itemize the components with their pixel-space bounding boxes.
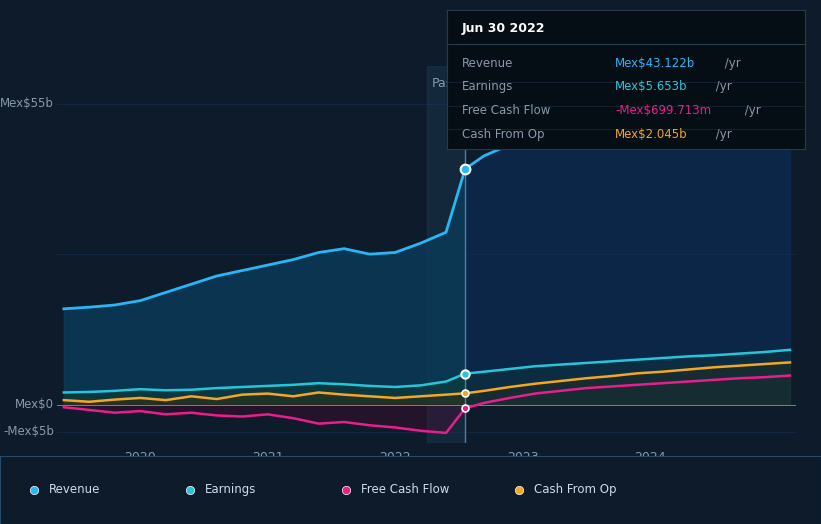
- Text: Mex$55b: Mex$55b: [0, 97, 54, 110]
- Text: Cash From Op: Cash From Op: [534, 484, 616, 496]
- Text: Mex$2.045b: Mex$2.045b: [615, 127, 688, 140]
- Text: Analysts Forecasts: Analysts Forecasts: [473, 77, 589, 90]
- Text: Earnings: Earnings: [205, 484, 257, 496]
- Text: Revenue: Revenue: [49, 484, 101, 496]
- Text: Free Cash Flow: Free Cash Flow: [361, 484, 450, 496]
- Text: /yr: /yr: [712, 80, 732, 93]
- Text: Revenue: Revenue: [461, 57, 513, 70]
- Text: -Mex$699.713m: -Mex$699.713m: [615, 104, 712, 117]
- Text: Past: Past: [432, 77, 458, 90]
- Text: /yr: /yr: [722, 57, 741, 70]
- Text: Mex$0: Mex$0: [15, 398, 54, 411]
- Text: Cash From Op: Cash From Op: [461, 127, 544, 140]
- Text: Free Cash Flow: Free Cash Flow: [461, 104, 550, 117]
- Text: Mex$5.653b: Mex$5.653b: [615, 80, 688, 93]
- Text: /yr: /yr: [712, 127, 732, 140]
- Text: Mex$43.122b: Mex$43.122b: [615, 57, 695, 70]
- Text: Jun 30 2022: Jun 30 2022: [461, 21, 545, 35]
- Text: /yr: /yr: [741, 104, 760, 117]
- Bar: [427, 66, 466, 443]
- Text: Earnings: Earnings: [461, 80, 513, 93]
- Text: -Mex$5b: -Mex$5b: [3, 425, 54, 439]
